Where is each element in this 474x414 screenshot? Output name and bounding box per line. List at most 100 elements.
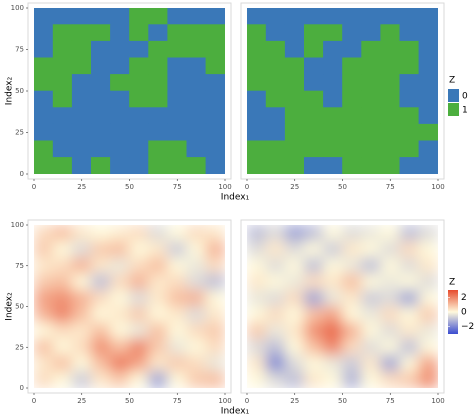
raster-cell xyxy=(342,74,362,92)
x-tick-label: 0 xyxy=(245,183,249,191)
y-tick-label: 0 xyxy=(20,170,24,178)
raster-cell xyxy=(52,40,73,59)
raster-cell xyxy=(129,57,149,75)
raster-cell xyxy=(247,107,267,125)
raster-cell xyxy=(186,241,207,258)
raster-cell xyxy=(110,8,130,25)
x-tick-label: 25 xyxy=(290,397,299,405)
raster-cell xyxy=(148,107,168,125)
y-tick-label: 50 xyxy=(15,303,24,311)
raster-cell xyxy=(265,74,286,92)
raster-cell xyxy=(323,371,343,388)
raster-cell xyxy=(167,371,188,388)
raster-cell xyxy=(323,107,343,125)
raster-cell xyxy=(380,24,401,42)
raster-cell xyxy=(34,107,54,125)
raster-cell xyxy=(52,90,73,108)
raster-cell xyxy=(399,257,420,275)
raster-cell xyxy=(110,90,130,108)
raster-cell xyxy=(110,74,130,92)
raster xyxy=(34,8,225,174)
raster-cell xyxy=(304,24,324,42)
raster-cell xyxy=(342,289,362,307)
raster-cell xyxy=(205,24,225,42)
raster-cell xyxy=(323,90,343,108)
raster-cell xyxy=(205,225,225,242)
raster-cell xyxy=(284,157,305,174)
raster-cell xyxy=(380,289,401,307)
raster-cell xyxy=(361,57,381,75)
raster-cell xyxy=(91,57,111,75)
raster-cell xyxy=(110,107,130,125)
raster-cell xyxy=(265,225,286,242)
raster-cell xyxy=(167,57,188,75)
raster-cell xyxy=(71,371,92,388)
raster-cell xyxy=(71,257,92,275)
raster-cell xyxy=(361,123,381,142)
raster-cell xyxy=(71,225,92,242)
raster-cell xyxy=(380,257,401,275)
raster-cell xyxy=(418,24,438,42)
raster-cell xyxy=(148,355,168,372)
raster-cell xyxy=(247,8,267,25)
raster-cell xyxy=(52,8,73,25)
raster-cell xyxy=(361,355,381,372)
raster-cell xyxy=(323,322,343,340)
y-tick-label: 0 xyxy=(20,384,24,392)
raster-cell xyxy=(167,157,188,174)
raster-cell xyxy=(34,157,54,174)
raster-cell xyxy=(342,157,362,174)
raster-cell xyxy=(129,8,149,25)
raster-cell xyxy=(304,57,324,75)
raster-cell xyxy=(71,241,92,258)
raster-cell xyxy=(265,57,286,75)
raster-cell xyxy=(284,273,305,291)
raster-cell xyxy=(304,322,324,340)
raster-cell xyxy=(52,355,73,372)
raster-cell xyxy=(380,273,401,291)
raster-cell xyxy=(399,371,420,388)
raster-cell xyxy=(284,371,305,388)
raster-cell xyxy=(323,74,343,92)
raster-cell xyxy=(265,273,286,291)
raster-cell xyxy=(418,8,438,25)
raster-cell xyxy=(205,40,225,59)
raster-cell xyxy=(323,338,343,356)
raster-cell xyxy=(110,289,130,307)
raster-cell xyxy=(167,107,188,125)
raster-cell xyxy=(110,140,130,158)
raster-cell xyxy=(205,273,225,291)
raster-cell xyxy=(399,74,420,92)
raster-cell xyxy=(186,90,207,108)
raster-cell xyxy=(342,57,362,75)
raster-cell xyxy=(342,140,362,158)
raster-cell xyxy=(91,273,111,291)
raster-cell xyxy=(380,90,401,108)
raster-cell xyxy=(304,289,324,307)
raster-cell xyxy=(247,90,267,108)
raster-cell xyxy=(148,371,168,388)
raster-cell xyxy=(148,8,168,25)
raster-cell xyxy=(186,371,207,388)
raster-cell xyxy=(71,74,92,92)
raster-cell xyxy=(52,306,73,324)
raster-cell xyxy=(418,74,438,92)
raster-cell xyxy=(399,241,420,258)
raster-cell xyxy=(167,24,188,42)
raster-cell xyxy=(91,241,111,258)
raster-cell xyxy=(34,90,54,108)
raster-cell xyxy=(265,8,286,25)
raster-cell xyxy=(247,57,267,75)
raster-cell xyxy=(148,306,168,324)
raster-cell xyxy=(418,306,438,324)
raster-cell xyxy=(110,225,130,242)
raster-cell xyxy=(148,225,168,242)
raster-cell xyxy=(323,140,343,158)
colorbar xyxy=(448,290,458,334)
raster-cell xyxy=(129,322,149,340)
raster-cell xyxy=(110,241,130,258)
raster-cell xyxy=(284,140,305,158)
raster-cell xyxy=(129,289,149,307)
raster-cell xyxy=(110,371,130,388)
raster-cell xyxy=(265,24,286,42)
